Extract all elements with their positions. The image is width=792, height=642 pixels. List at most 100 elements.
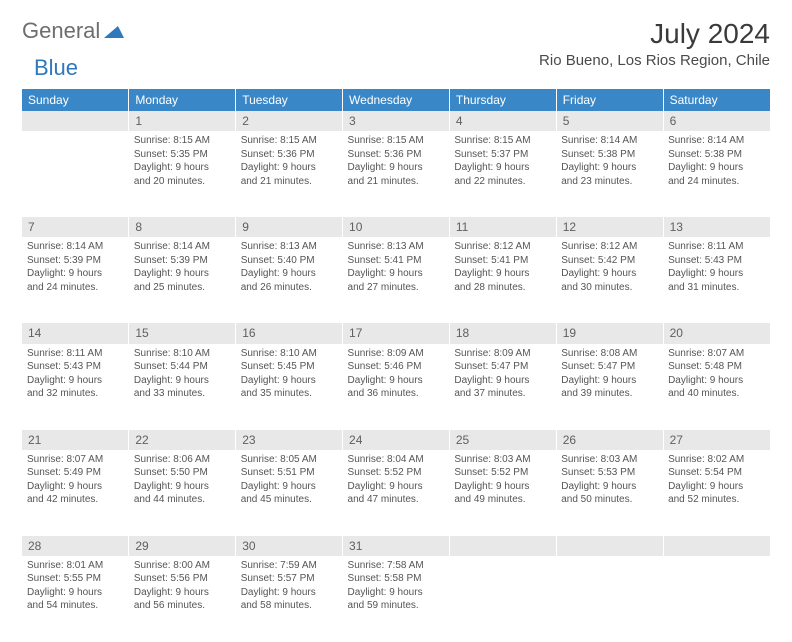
calendar-body: 123456Sunrise: 8:15 AMSunset: 5:35 PMDay… — [22, 111, 770, 642]
day-cell: Sunrise: 8:10 AMSunset: 5:44 PMDaylight:… — [129, 344, 236, 430]
day-cell-line: Daylight: 9 hours — [454, 480, 551, 494]
day-cell-line: Sunrise: 8:03 AM — [561, 453, 658, 467]
day-cell — [663, 556, 770, 642]
day-number: 23 — [236, 430, 343, 450]
day-info-row: Sunrise: 8:07 AMSunset: 5:49 PMDaylight:… — [22, 450, 770, 536]
day-number: 18 — [449, 323, 556, 343]
day-header: Thursday — [449, 89, 556, 111]
title-block: July 2024 Rio Bueno, Los Rios Region, Ch… — [539, 18, 770, 69]
day-cell-line: Sunrise: 8:09 AM — [454, 347, 551, 361]
day-number: 21 — [22, 430, 129, 450]
day-number: 7 — [22, 217, 129, 237]
day-cell-line: and 54 minutes. — [27, 599, 124, 613]
day-cell-line: and 30 minutes. — [561, 281, 658, 295]
day-number: 11 — [449, 217, 556, 237]
day-info-row: Sunrise: 8:11 AMSunset: 5:43 PMDaylight:… — [22, 344, 770, 430]
day-cell-line: Daylight: 9 hours — [134, 374, 231, 388]
day-number: 20 — [663, 323, 770, 343]
day-cell-line: Sunrise: 8:05 AM — [241, 453, 338, 467]
day-cell-line: Sunrise: 8:00 AM — [134, 559, 231, 573]
day-cell-line: and 26 minutes. — [241, 281, 338, 295]
day-cell-line: Sunrise: 8:15 AM — [134, 134, 231, 148]
day-cell-line: and 36 minutes. — [348, 387, 445, 401]
day-cell: Sunrise: 8:09 AMSunset: 5:47 PMDaylight:… — [449, 344, 556, 430]
day-cell-line: Sunset: 5:36 PM — [241, 148, 338, 162]
day-cell-line: Sunset: 5:43 PM — [27, 360, 124, 374]
day-cell — [556, 556, 663, 642]
day-cell: Sunrise: 8:14 AMSunset: 5:39 PMDaylight:… — [129, 237, 236, 323]
day-number: 26 — [556, 430, 663, 450]
day-cell-line: Daylight: 9 hours — [561, 161, 658, 175]
day-cell-line: Daylight: 9 hours — [348, 374, 445, 388]
day-cell-line: Daylight: 9 hours — [348, 480, 445, 494]
day-cell: Sunrise: 8:15 AMSunset: 5:37 PMDaylight:… — [449, 131, 556, 217]
day-cell-line: Sunrise: 8:02 AM — [668, 453, 765, 467]
day-cell-line: Sunrise: 8:14 AM — [668, 134, 765, 148]
day-cell: Sunrise: 8:12 AMSunset: 5:42 PMDaylight:… — [556, 237, 663, 323]
day-cell-line: and 28 minutes. — [454, 281, 551, 295]
day-cell-line: Sunset: 5:47 PM — [454, 360, 551, 374]
day-cell-line: Sunset: 5:55 PM — [27, 572, 124, 586]
day-cell-line: Sunset: 5:38 PM — [561, 148, 658, 162]
day-number-row: 78910111213 — [22, 217, 770, 237]
day-cell-line: Daylight: 9 hours — [241, 586, 338, 600]
day-cell-line: and 47 minutes. — [348, 493, 445, 507]
logo-text-blue: Blue — [34, 55, 78, 80]
day-cell-line: Sunset: 5:54 PM — [668, 466, 765, 480]
day-cell-line: Daylight: 9 hours — [134, 586, 231, 600]
day-cell-line: Daylight: 9 hours — [27, 267, 124, 281]
day-cell-line: and 49 minutes. — [454, 493, 551, 507]
day-cell-line: Sunrise: 8:09 AM — [348, 347, 445, 361]
logo-text-general: General — [22, 18, 100, 44]
day-cell: Sunrise: 8:14 AMSunset: 5:38 PMDaylight:… — [556, 131, 663, 217]
day-cell-line: Sunset: 5:41 PM — [454, 254, 551, 268]
day-cell: Sunrise: 8:08 AMSunset: 5:47 PMDaylight:… — [556, 344, 663, 430]
day-cell-line: and 24 minutes. — [668, 175, 765, 189]
day-number: 8 — [129, 217, 236, 237]
day-number: 4 — [449, 111, 556, 131]
day-cell: Sunrise: 8:13 AMSunset: 5:40 PMDaylight:… — [236, 237, 343, 323]
logo-triangle-icon — [104, 24, 124, 43]
logo: General — [22, 18, 126, 44]
day-cell-line: Sunrise: 8:10 AM — [241, 347, 338, 361]
day-header: Friday — [556, 89, 663, 111]
day-number — [556, 536, 663, 556]
day-cell-line: Daylight: 9 hours — [454, 161, 551, 175]
day-cell-line: Sunset: 5:48 PM — [668, 360, 765, 374]
day-cell-line: Daylight: 9 hours — [348, 586, 445, 600]
day-cell-line: Sunrise: 8:15 AM — [454, 134, 551, 148]
day-cell: Sunrise: 8:15 AMSunset: 5:35 PMDaylight:… — [129, 131, 236, 217]
day-cell-line: Sunset: 5:39 PM — [134, 254, 231, 268]
day-cell-line: Daylight: 9 hours — [668, 480, 765, 494]
day-header: Sunday — [22, 89, 129, 111]
day-cell-line: and 58 minutes. — [241, 599, 338, 613]
day-cell-line: Sunset: 5:58 PM — [348, 572, 445, 586]
day-cell: Sunrise: 7:58 AMSunset: 5:58 PMDaylight:… — [343, 556, 450, 642]
day-cell-line: Sunrise: 8:15 AM — [241, 134, 338, 148]
day-cell-line: Daylight: 9 hours — [241, 267, 338, 281]
day-cell-line: Daylight: 9 hours — [454, 374, 551, 388]
day-info-row: Sunrise: 8:01 AMSunset: 5:55 PMDaylight:… — [22, 556, 770, 642]
day-cell: Sunrise: 8:02 AMSunset: 5:54 PMDaylight:… — [663, 450, 770, 536]
day-cell: Sunrise: 8:15 AMSunset: 5:36 PMDaylight:… — [236, 131, 343, 217]
day-number: 31 — [343, 536, 450, 556]
day-cell-line: Sunrise: 8:12 AM — [561, 240, 658, 254]
day-number: 5 — [556, 111, 663, 131]
day-cell-line: Sunrise: 7:59 AM — [241, 559, 338, 573]
day-cell-line: and 23 minutes. — [561, 175, 658, 189]
day-cell: Sunrise: 8:11 AMSunset: 5:43 PMDaylight:… — [663, 237, 770, 323]
day-cell-line: Daylight: 9 hours — [561, 267, 658, 281]
day-header-row: Sunday Monday Tuesday Wednesday Thursday… — [22, 89, 770, 111]
day-cell-line: Sunrise: 8:03 AM — [454, 453, 551, 467]
day-cell-line: Sunrise: 8:14 AM — [134, 240, 231, 254]
day-cell-line: Sunrise: 8:08 AM — [561, 347, 658, 361]
day-cell: Sunrise: 8:14 AMSunset: 5:39 PMDaylight:… — [22, 237, 129, 323]
day-cell-line: Sunset: 5:41 PM — [348, 254, 445, 268]
day-cell: Sunrise: 8:03 AMSunset: 5:52 PMDaylight:… — [449, 450, 556, 536]
day-cell-line: Daylight: 9 hours — [134, 267, 231, 281]
day-cell-line: Sunset: 5:52 PM — [348, 466, 445, 480]
day-cell-line: and 39 minutes. — [561, 387, 658, 401]
day-number: 15 — [129, 323, 236, 343]
day-cell-line: Daylight: 9 hours — [241, 161, 338, 175]
day-number: 2 — [236, 111, 343, 131]
